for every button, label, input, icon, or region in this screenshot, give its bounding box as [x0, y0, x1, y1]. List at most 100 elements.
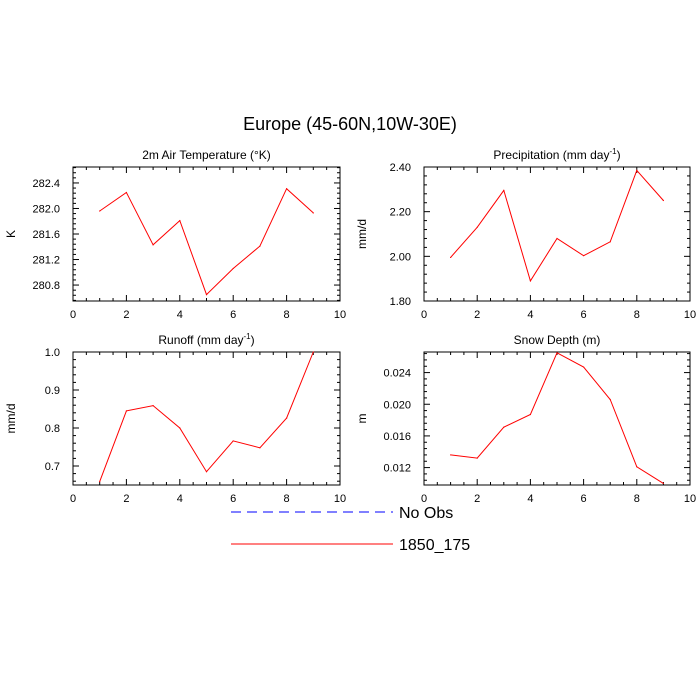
panel-title-end: )	[251, 333, 255, 347]
data-point	[99, 210, 101, 212]
panel-snow-depth: Snow Depth (m) m 0 2 4 6 8 10 0.012 0.016 0.020 0.0…	[355, 333, 696, 505]
y-tick-label: 0.024	[383, 368, 411, 380]
y-tick-label: 0.020	[383, 399, 411, 411]
data-point	[450, 454, 452, 456]
x-tick-label: 0	[421, 493, 427, 505]
data-point	[662, 482, 665, 485]
x-tick-label: 10	[684, 493, 696, 505]
panel-title: Precipitation (mm day-1)	[493, 147, 620, 162]
x-tick-label: 0	[421, 309, 427, 321]
y-tick-label: 0.9	[45, 385, 60, 397]
x-tick-label: 2	[123, 309, 129, 321]
data-point	[609, 241, 611, 243]
data-point	[152, 244, 154, 246]
panel-title-main: Runoff (mm day	[158, 333, 243, 347]
data-point	[286, 188, 288, 190]
x-tick-label: 4	[177, 309, 183, 321]
data-point	[503, 426, 505, 428]
panel-title-main: Precipitation (mm day	[493, 148, 609, 162]
figure-title: Europe (45-60N,10W-30E)	[243, 114, 457, 134]
data-point	[232, 440, 234, 442]
y-tick-label: 282.4	[32, 178, 60, 190]
x-tick-label: 4	[527, 493, 533, 505]
data-point	[125, 191, 127, 194]
data-point	[503, 189, 505, 192]
panel-title: Runoff (mm day-1)	[158, 332, 254, 347]
data-point	[312, 212, 314, 214]
data-point	[476, 457, 478, 459]
x-tick-label: 10	[684, 309, 696, 321]
panel-runoff: Runoff (mm day-1) mm/d 0 2 4 6 8 10 0.7 0.8 0.9 1.0	[4, 332, 346, 505]
x-tick-label: 8	[634, 309, 640, 321]
data-point	[205, 294, 208, 296]
y-tick-label: 281.6	[32, 229, 60, 241]
legend-label: 1850_175	[399, 537, 470, 554]
data-point	[636, 169, 638, 171]
y-tick-label: 0.8	[45, 423, 60, 435]
x-tick-label: 4	[527, 309, 533, 321]
y-axis-label: K	[4, 230, 18, 238]
y-tick-label: 281.2	[32, 255, 60, 267]
data-point	[259, 447, 261, 449]
x-tick-label: 10	[334, 309, 346, 321]
x-tick-label: 6	[230, 309, 236, 321]
data-point	[556, 237, 558, 240]
data-point	[662, 199, 665, 202]
data-point	[286, 417, 288, 419]
data-point	[99, 480, 101, 483]
data-point	[636, 466, 638, 468]
y-tick-label: 0.016	[383, 431, 411, 443]
y-tick-label: 1.80	[390, 296, 411, 308]
x-tick-label: 8	[634, 493, 640, 505]
data-point	[583, 366, 585, 368]
legend: No Obs 1850_175	[231, 505, 470, 554]
data-point	[152, 404, 154, 407]
y-tick-label: 0.012	[383, 463, 411, 475]
panel-title: 2m Air Temperature (°K)	[142, 148, 271, 162]
data-point	[529, 413, 532, 416]
x-tick-label: 0	[70, 309, 76, 321]
y-tick-label: 2.00	[390, 251, 411, 263]
panel-title: Snow Depth (m)	[514, 333, 601, 347]
legend-label: No Obs	[399, 505, 453, 522]
y-tick-label: 2.40	[390, 162, 411, 174]
y-tick-label: 280.8	[32, 280, 60, 292]
data-point	[179, 220, 181, 222]
y-axis-label: mm/d	[355, 219, 369, 249]
y-axis-label: mm/d	[4, 404, 18, 434]
y-tick-label: 0.7	[45, 461, 60, 473]
y-axis-label: m	[355, 414, 369, 424]
x-tick-label: 2	[474, 493, 480, 505]
panel-air-temperature: 2m Air Temperature (°K) K 0 2 4 6 8 10 280.8 281.…	[4, 148, 346, 321]
x-tick-label: 6	[581, 309, 587, 321]
data-point	[232, 267, 234, 270]
x-tick-label: 2	[474, 309, 480, 321]
data-point	[259, 245, 261, 247]
x-tick-label: 4	[177, 493, 183, 505]
x-tick-label: 2	[123, 493, 129, 505]
data-point	[583, 255, 585, 257]
x-tick-label: 8	[284, 309, 290, 321]
data-point	[529, 280, 532, 282]
data-point	[312, 351, 314, 353]
panel-precipitation: Precipitation (mm day-1) mm/d 0 2 4 6 8 10 1.80 2…	[355, 147, 696, 321]
data-point	[476, 226, 478, 228]
y-tick-label: 282.0	[32, 203, 60, 215]
x-tick-label: 0	[70, 493, 76, 505]
data-point	[205, 471, 208, 473]
data-point	[450, 256, 452, 259]
y-tick-label: 2.20	[390, 207, 411, 219]
x-tick-label: 6	[581, 493, 587, 505]
y-tick-label: 1.0	[45, 347, 60, 359]
panels-group: 2m Air Temperature (°K)K0 2 4 6 8 10280.8281.…	[4, 147, 696, 505]
data-point	[556, 352, 558, 354]
data-point	[609, 398, 611, 401]
x-tick-label: 6	[230, 493, 236, 505]
x-tick-label: 10	[334, 493, 346, 505]
data-point	[179, 427, 181, 429]
x-tick-label: 8	[284, 493, 290, 505]
panel-title-end: )	[617, 148, 621, 162]
panel-title-superscript: -1	[609, 147, 617, 156]
data-point	[125, 410, 127, 412]
